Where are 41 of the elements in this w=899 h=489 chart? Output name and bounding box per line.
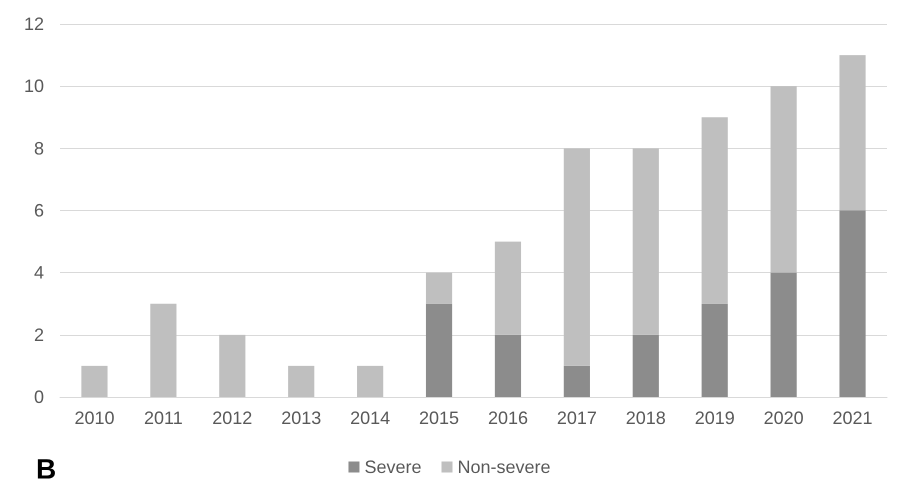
bar bbox=[632, 148, 659, 335]
bar bbox=[494, 334, 522, 397]
x-tick-label: 2011 bbox=[144, 408, 183, 428]
x-tick-label: 2016 bbox=[488, 408, 528, 428]
bar bbox=[426, 272, 452, 304]
y-tick-label: 0 bbox=[34, 387, 44, 407]
bar bbox=[357, 366, 384, 397]
bar bbox=[81, 366, 108, 397]
x-tick-label: 2021 bbox=[832, 408, 873, 428]
x-tick-label: 2014 bbox=[350, 408, 390, 428]
text: B bbox=[36, 454, 56, 484]
x-tick-label: 2010 bbox=[74, 408, 114, 428]
bar bbox=[426, 304, 452, 397]
x-tick-label: 2018 bbox=[626, 408, 666, 428]
bar bbox=[839, 210, 866, 397]
bar bbox=[494, 242, 522, 335]
x-tick-label: 2019 bbox=[694, 408, 735, 428]
x-tick-label: 2015 bbox=[419, 408, 460, 428]
bar bbox=[150, 304, 176, 397]
bar bbox=[839, 55, 866, 210]
x-tick-label: 2017 bbox=[556, 408, 597, 428]
y-tick-label: 12 bbox=[24, 14, 44, 34]
bar bbox=[564, 366, 590, 397]
legend-label: Non-severe bbox=[457, 457, 551, 477]
y-tick-label: 10 bbox=[24, 76, 44, 96]
bar bbox=[564, 148, 590, 366]
bar bbox=[770, 86, 797, 273]
legend-label: Severe bbox=[364, 457, 422, 477]
x-tick-label: 2013 bbox=[281, 408, 322, 428]
bar bbox=[288, 366, 314, 397]
bar bbox=[632, 334, 659, 397]
bar bbox=[702, 117, 728, 304]
bar bbox=[702, 304, 728, 397]
y-tick-label: 2 bbox=[34, 324, 44, 345]
bar bbox=[770, 272, 797, 397]
x-tick-label: 2012 bbox=[212, 408, 252, 428]
x-tick-label: 2020 bbox=[764, 408, 804, 428]
y-tick-label: 4 bbox=[34, 262, 44, 283]
y-tick-label: 8 bbox=[34, 138, 44, 158]
y-tick-label: 6 bbox=[34, 200, 44, 220]
bar bbox=[219, 334, 246, 397]
